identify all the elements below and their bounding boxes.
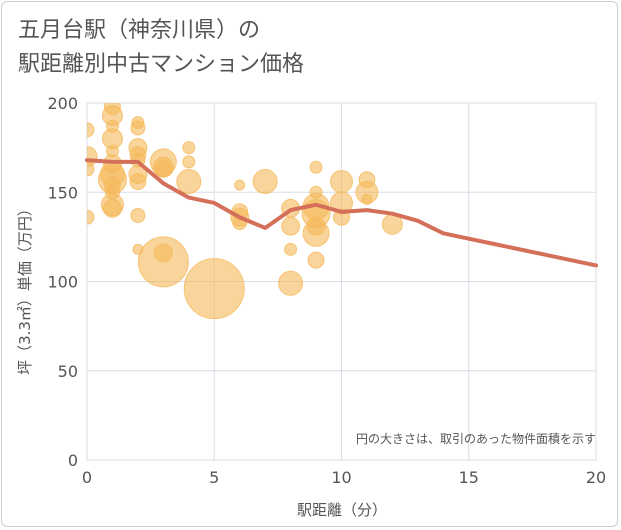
x-tick-label: 10: [331, 468, 351, 487]
bubble-point: [182, 141, 196, 155]
y-tick-label: 100: [47, 273, 78, 292]
bubble-point: [306, 216, 326, 236]
bubble-point: [358, 171, 376, 189]
bubble-point: [309, 185, 323, 199]
bubble-point: [131, 116, 145, 130]
bubble-point: [87, 209, 95, 225]
x-axis-label: 駅距離（分）: [297, 501, 387, 519]
bubble-point: [87, 161, 95, 177]
trend-line: [85, 158, 598, 268]
chart-title: 五月台駅（神奈川県）の 駅距離別中古マンション価格: [18, 18, 305, 77]
bubble-point: [252, 169, 278, 195]
trend-series: [85, 158, 598, 268]
bubble-point: [105, 144, 119, 158]
bubble-point: [104, 184, 120, 200]
x-tick-label: 0: [82, 468, 92, 487]
bubble-point: [154, 160, 172, 178]
bubble-point: [183, 258, 245, 320]
size-annotation: 円の大きさは、取引のあった物件面積を示す: [356, 431, 596, 446]
bubble-point: [87, 122, 95, 138]
bubble-point: [278, 270, 304, 296]
bubble-point: [182, 155, 196, 169]
x-tick-label: 15: [459, 468, 479, 487]
bubble-point: [105, 119, 119, 133]
bubble-point: [281, 216, 301, 236]
x-tick-label: 20: [586, 468, 606, 487]
y-tick-label: 200: [47, 94, 78, 113]
bubble-point: [102, 198, 122, 218]
bubble-point: [309, 160, 323, 174]
bubble-point: [132, 243, 144, 255]
y-tick-label: 50: [58, 362, 78, 381]
bubble-point: [361, 193, 373, 205]
bubble-point: [176, 169, 202, 195]
bubble-point: [330, 170, 353, 194]
bubble-point: [153, 243, 173, 263]
bubble-point: [234, 179, 246, 191]
x-tick-label: 5: [209, 468, 219, 487]
y-tick-label: 0: [68, 451, 78, 470]
y-axis-label: 坪（3.3㎡）単価（万円）: [16, 201, 34, 375]
bubble-point: [129, 173, 147, 191]
bubble-point: [284, 242, 298, 256]
bubble-series: [87, 103, 403, 320]
y-tick-label: 150: [47, 183, 78, 202]
bubble-point: [307, 251, 325, 269]
bubble-point: [103, 103, 121, 116]
bubble-point: [130, 207, 146, 223]
